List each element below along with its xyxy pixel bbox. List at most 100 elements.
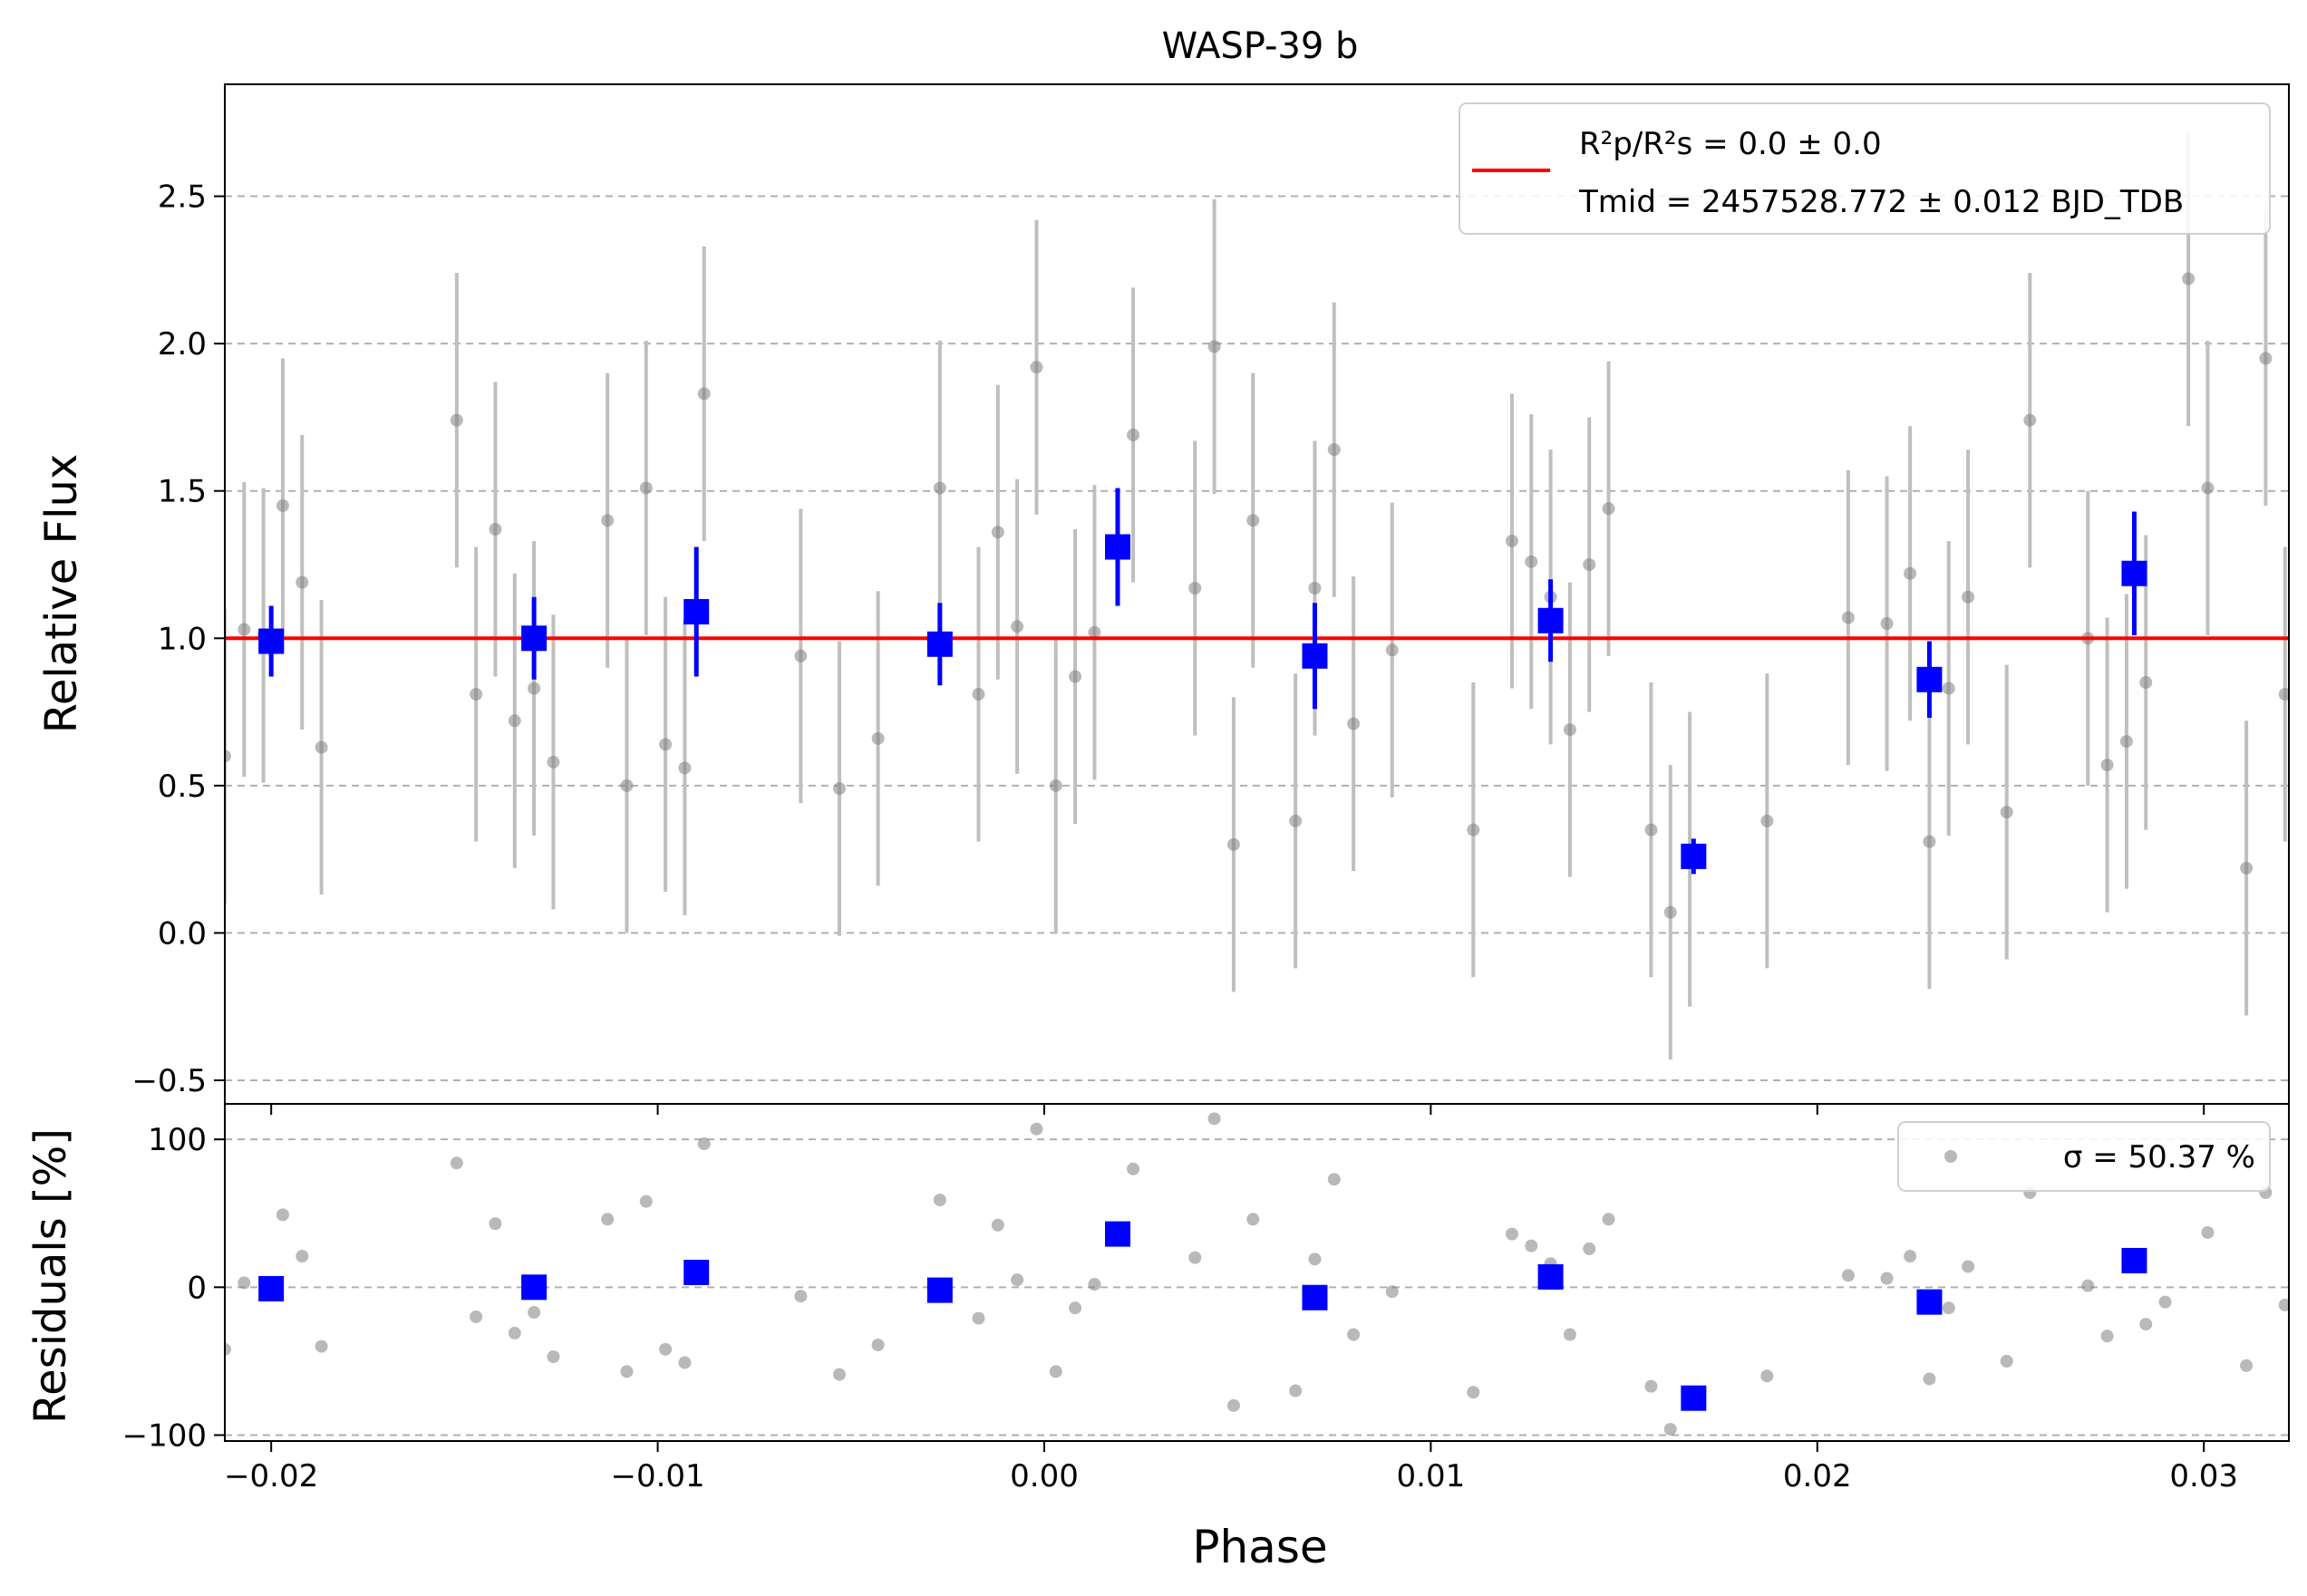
flux-raw-point	[697, 387, 711, 401]
flux-binned-point	[521, 625, 548, 652]
flux-raw-point	[508, 714, 521, 728]
residuals-raw-point	[832, 1368, 846, 1381]
residuals-raw-point	[1505, 1227, 1518, 1241]
residuals-legend-box	[1897, 1121, 2271, 1192]
flux-x-ticks	[270, 1104, 2205, 1115]
flux-raw-point	[1226, 837, 1240, 851]
flux-raw-point	[1030, 361, 1043, 374]
residuals-binned-point	[521, 1274, 548, 1301]
residuals-raw-point	[470, 1310, 483, 1323]
flux-raw-point	[972, 688, 985, 701]
residuals-raw-point	[1583, 1242, 1596, 1255]
residuals-raw-point	[1049, 1365, 1062, 1378]
xtick-label: −0.01	[610, 1458, 704, 1494]
residuals-y-ticks: −100 0 100	[122, 1122, 225, 1454]
residuals-raw-point	[871, 1338, 885, 1351]
residuals-x-ticks: −0.02 −0.01 0.00 0.01 0.02 0.03	[224, 1441, 2238, 1494]
residuals-raw-point	[1880, 1272, 1894, 1285]
residuals-raw-point	[991, 1218, 1004, 1232]
residuals-raw-point	[1644, 1379, 1658, 1393]
flux-raw-point	[1467, 823, 1480, 837]
flux-raw-point	[276, 498, 289, 512]
residuals-raw-point	[489, 1217, 502, 1231]
residuals-raw-point	[1563, 1328, 1576, 1341]
flux-binned-point	[926, 631, 953, 657]
residuals-raw-point	[601, 1213, 615, 1226]
flux-raw-point	[1011, 620, 1024, 634]
residuals-binned-point	[258, 1275, 285, 1301]
flux-raw-point	[620, 779, 634, 792]
residuals-binned-point	[926, 1277, 953, 1303]
residuals-raw-point	[296, 1250, 309, 1263]
flux-raw-point	[1246, 514, 1260, 527]
residuals-raw-point	[1069, 1301, 1082, 1315]
flux-binned-points	[258, 488, 2147, 875]
flux-raw-point	[225, 750, 231, 763]
residuals-raw-point	[1226, 1398, 1240, 1412]
residuals-raw-point	[2139, 1318, 2153, 1331]
flux-binned-point	[683, 599, 710, 625]
flux-raw-point	[2000, 806, 2013, 819]
flux-ytick-label: −0.5	[131, 1063, 207, 1099]
residuals-binned-point	[2121, 1247, 2147, 1273]
model-legend-line2: Tmid = 2457528.772 ± 0.012 BJD_TDB	[1578, 184, 2184, 220]
residuals-raw-point	[933, 1194, 946, 1207]
residuals-raw-point	[1602, 1213, 1615, 1226]
residuals-raw-point	[2278, 1298, 2289, 1311]
flux-raw-point	[1602, 502, 1615, 516]
residuals-binned-point	[683, 1260, 710, 1285]
flux-raw-point	[489, 522, 502, 536]
flux-raw-point	[450, 413, 463, 427]
residuals-raw-point	[1207, 1112, 1221, 1126]
model-legend-line1: R²p/R²s = 0.0 ± 0.0	[1579, 126, 1882, 162]
flux-raw-point	[2182, 272, 2196, 285]
flux-raw-point	[2278, 688, 2289, 701]
flux-ytick-label: 1.0	[158, 621, 207, 657]
residuals-raw-point	[1246, 1213, 1260, 1226]
flux-ytick-label: 0.0	[158, 915, 207, 952]
residuals-raw-point	[1904, 1250, 1917, 1263]
flux-raw-point	[1583, 557, 1596, 571]
flux-raw-point	[1663, 905, 1677, 919]
flux-raw-point	[871, 731, 885, 745]
flux-raw-point	[678, 761, 692, 775]
flux-raw-point	[1760, 814, 1774, 827]
xtick-label: 0.01	[1397, 1458, 1466, 1494]
residuals-raw-point	[972, 1311, 985, 1325]
flux-raw-point	[2259, 352, 2273, 365]
residuals-raw-point	[450, 1156, 463, 1170]
flux-raw-point	[1644, 823, 1658, 837]
residuals-xlabel: Phase	[1192, 1521, 1327, 1573]
residuals-ytick-label: −100	[122, 1417, 207, 1454]
flux-raw-point	[639, 481, 653, 495]
residuals-raw-point	[678, 1356, 692, 1369]
residuals-raw-point	[1347, 1328, 1361, 1341]
flux-binned-point	[2121, 560, 2147, 586]
flux-legend-box	[1459, 102, 2271, 235]
residuals-raw-point	[1962, 1260, 1975, 1273]
flux-ylabel: Relative Flux	[36, 454, 87, 734]
residuals-raw-point	[2081, 1279, 2095, 1292]
flux-binned-point	[1537, 607, 1564, 634]
flux-raw-point	[1841, 611, 1855, 624]
residuals-legend: σ = 50.37 %	[1897, 1121, 2271, 1192]
flux-raw-point	[1505, 534, 1518, 547]
residuals-raw-point	[225, 1342, 231, 1356]
residuals-binned-point	[1681, 1385, 1707, 1411]
residuals-raw-point	[1760, 1369, 1774, 1383]
residuals-raw-point	[1308, 1253, 1322, 1266]
residuals-axes-frame	[224, 1103, 2290, 1442]
flux-binned-point	[1104, 534, 1130, 560]
residuals-raw-point	[1289, 1384, 1303, 1398]
residuals-raw-point	[508, 1326, 521, 1340]
residuals-raw-point	[1088, 1278, 1101, 1291]
flux-raw-point	[1327, 443, 1341, 457]
flux-raw-point	[1069, 670, 1082, 683]
flux-raw-point	[1127, 428, 1140, 441]
flux-raw-points	[225, 131, 2289, 1060]
flux-binned-point	[1916, 666, 1943, 692]
residuals-raw-point	[315, 1340, 328, 1353]
flux-raw-point	[296, 576, 309, 589]
flux-raw-point	[1962, 590, 1975, 604]
flux-raw-point	[2201, 481, 2215, 495]
